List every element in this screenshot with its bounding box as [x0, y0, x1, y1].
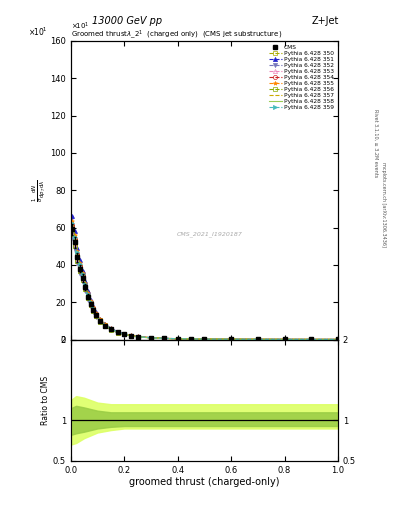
Text: 13000 GeV pp: 13000 GeV pp [92, 15, 162, 26]
Text: Rivet 3.1.10, ≥ 3.2M events: Rivet 3.1.10, ≥ 3.2M events [373, 109, 378, 178]
Text: Groomed thrust$\lambda\_2^{1}$  (charged only)  (CMS jet substructure): Groomed thrust$\lambda\_2^{1}$ (charged … [71, 28, 282, 41]
Text: Z+Jet: Z+Jet [311, 15, 339, 26]
Y-axis label: $\frac{1}{\sigma}\frac{\mathrm{d}N}{\mathrm{d}p_T\,\mathrm{d}\lambda}$: $\frac{1}{\sigma}\frac{\mathrm{d}N}{\mat… [30, 179, 47, 202]
Text: $\times\!10^1$: $\times\!10^1$ [28, 26, 48, 38]
Text: $\times\!10^1$: $\times\!10^1$ [71, 21, 89, 32]
Legend: CMS, Pythia 6.428 350, Pythia 6.428 351, Pythia 6.428 352, Pythia 6.428 353, Pyt: CMS, Pythia 6.428 350, Pythia 6.428 351,… [268, 44, 335, 111]
Text: mcplots.cern.ch [arXiv:1306.3436]: mcplots.cern.ch [arXiv:1306.3436] [381, 162, 386, 247]
X-axis label: groomed thrust (charged-only): groomed thrust (charged-only) [129, 477, 279, 487]
Text: CMS_2021_I1920187: CMS_2021_I1920187 [177, 231, 242, 237]
Y-axis label: Ratio to CMS: Ratio to CMS [41, 376, 50, 425]
